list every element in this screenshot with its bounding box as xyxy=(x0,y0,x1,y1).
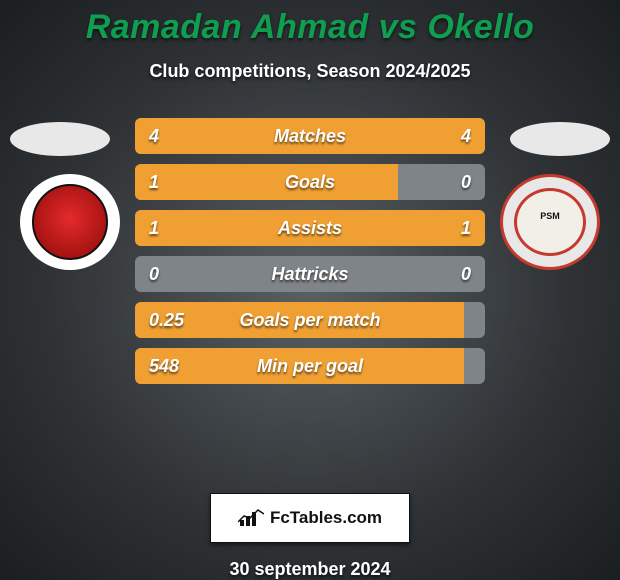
stat-row: 11Assists xyxy=(135,210,485,246)
stat-highlight-left xyxy=(135,164,398,200)
country-flag-right xyxy=(510,122,610,156)
badge-text: PSM xyxy=(517,211,583,221)
stat-track xyxy=(135,118,485,154)
logo-text: FcTables.com xyxy=(270,508,382,528)
club-badge-right: PSM xyxy=(500,174,600,270)
country-flag-left xyxy=(10,122,110,156)
stat-row: 00Hattricks xyxy=(135,256,485,292)
stat-row: 548Min per goal xyxy=(135,348,485,384)
stat-track xyxy=(135,164,485,200)
stat-highlight-left xyxy=(135,348,464,384)
badge-inner xyxy=(32,184,108,260)
stat-highlight-left xyxy=(135,302,464,338)
subtitle: Club competitions, Season 2024/2025 xyxy=(0,61,620,82)
badge-inner: PSM xyxy=(514,188,586,256)
stat-highlight xyxy=(135,210,485,246)
fctables-logo[interactable]: FcTables.com xyxy=(210,493,410,543)
stat-track xyxy=(135,302,485,338)
chart-icon xyxy=(238,508,264,528)
page-title: Ramadan Ahmad vs Okello xyxy=(0,0,620,47)
stat-row: 44Matches xyxy=(135,118,485,154)
date-text: 30 september 2024 xyxy=(0,559,620,580)
club-badge-left xyxy=(20,174,120,270)
stat-row: 10Goals xyxy=(135,164,485,200)
stat-track xyxy=(135,210,485,246)
footer: FcTables.com 30 september 2024 xyxy=(0,481,620,580)
stats-container: 44Matches 10Goals 11Assists 00Hattricks 0.25… xyxy=(135,118,485,394)
stat-highlight xyxy=(135,118,485,154)
content: Ramadan Ahmad vs Okello Club competition… xyxy=(0,0,620,580)
stat-track xyxy=(135,348,485,384)
stat-row: 0.25Goals per match xyxy=(135,302,485,338)
stat-track xyxy=(135,256,485,292)
